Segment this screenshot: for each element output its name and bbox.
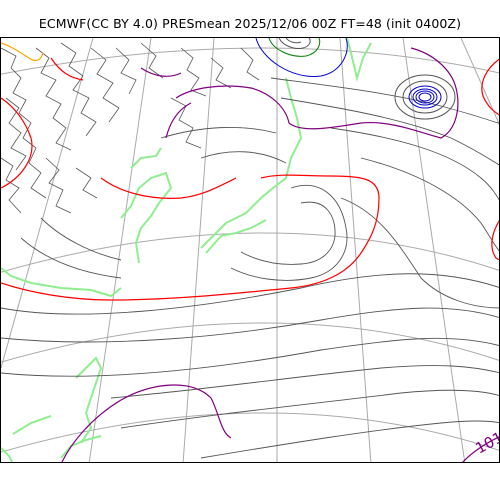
terrain-contours	[1, 42, 260, 214]
parallel-line	[1, 322, 499, 363]
isobar-1020	[61, 47, 499, 462]
isobar-line	[280, 97, 499, 166]
isobar-line	[200, 151, 287, 164]
isobar-line	[40, 217, 122, 261]
parallel-line	[1, 412, 499, 453]
coastline-south-3	[60, 435, 102, 459]
coastline-china	[130, 147, 162, 169]
isobar-line	[160, 127, 277, 139]
isobar-1012-west	[1, 97, 33, 189]
isobar-1004	[1, 42, 44, 62]
pressure-map: 1012	[1, 38, 500, 462]
map-frame: 1012	[0, 37, 500, 463]
meridian-line	[1, 38, 94, 369]
isobar-line	[270, 77, 499, 124]
isobar-1020-nw	[140, 67, 182, 77]
isobar-1012-right-lower	[491, 220, 499, 261]
low-pressure-top	[255, 38, 348, 77]
coastline-japan-south	[205, 219, 267, 254]
isobar-line	[120, 389, 499, 429]
isobar-1020-south	[61, 384, 232, 462]
isobar-line	[200, 420, 499, 459]
isobar-1012-nw	[50, 57, 84, 81]
isobar-line	[330, 127, 499, 201]
isobar-line	[360, 157, 499, 252]
isobar-1020-se	[462, 436, 499, 462]
meridian-line	[88, 38, 152, 462]
coastline-edge	[1, 447, 14, 462]
meridian-line	[460, 38, 499, 125]
coastline-japan	[200, 77, 303, 249]
meridian-line	[402, 38, 466, 462]
map-title: ECMWF(CC BY 4.0) PRESmean 2025/12/06 00Z…	[38, 16, 462, 31]
coastline-west	[1, 267, 122, 298]
isobar-line	[110, 365, 499, 399]
meridian-line	[182, 38, 215, 462]
isobar-1012-north	[100, 177, 237, 199]
parallel-line	[1, 47, 499, 75]
isobar-1020-north	[175, 47, 459, 139]
low-pressure-center	[394, 74, 456, 120]
isobar-1012-main	[1, 174, 380, 301]
isobar-line	[340, 197, 499, 309]
isobars	[1, 77, 499, 459]
isobar-line	[240, 201, 336, 265]
isobar-1012-right	[481, 58, 499, 116]
isobar-1012	[1, 57, 499, 301]
coastline-south-2	[75, 356, 103, 444]
isobar-1020-left	[165, 102, 192, 139]
isobar-line	[1, 307, 499, 343]
coastlines	[1, 38, 372, 462]
coastline-korea	[120, 171, 173, 264]
isobar-line	[1, 337, 499, 377]
isobar-line	[1, 273, 499, 315]
parallel-line	[1, 232, 499, 273]
isobar-line	[230, 184, 348, 281]
coastline-sakhalin	[346, 38, 372, 82]
isobar-line	[20, 237, 122, 279]
coastline-south	[12, 415, 52, 435]
contour-label: 1012	[472, 424, 500, 458]
